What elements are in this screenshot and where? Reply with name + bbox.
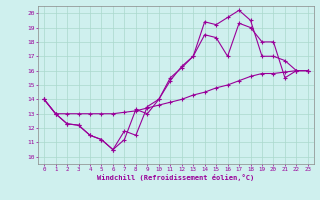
X-axis label: Windchill (Refroidissement éolien,°C): Windchill (Refroidissement éolien,°C) — [97, 174, 255, 181]
